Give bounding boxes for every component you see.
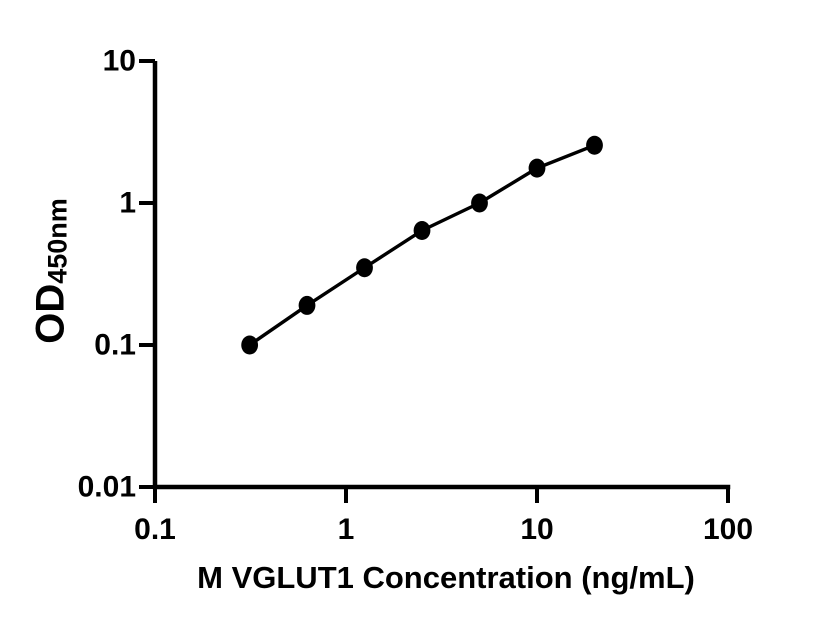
curve-line	[247, 143, 597, 347]
x-tick-label: 100	[703, 513, 753, 546]
x-tick-label: 0.1	[134, 513, 176, 546]
data-point-marker	[298, 295, 316, 315]
data-point-marker	[356, 258, 373, 278]
y-tick-label: 0.1	[94, 329, 136, 362]
data-point-marker	[471, 193, 488, 213]
x-axis-title: M VGLUT1 Concentration (ng/mL)	[197, 560, 695, 595]
y-axis-title-main: OD	[28, 283, 73, 344]
y-axis-title: OD450nm	[29, 198, 74, 344]
y-tick-label: 1	[119, 187, 136, 220]
y-tick-label: 0.01	[78, 471, 136, 504]
data-point-marker	[241, 335, 259, 355]
x-tick-label: 10	[520, 513, 553, 546]
y-tick-label: 10	[103, 45, 136, 78]
data-point-marker	[413, 221, 431, 241]
y-axis-title-subscript: 450nm	[42, 198, 73, 284]
axis-spine	[152, 61, 731, 490]
x-tick-label: 1	[338, 513, 355, 546]
data-point-marker	[586, 135, 603, 155]
data-point-marker	[528, 158, 546, 178]
